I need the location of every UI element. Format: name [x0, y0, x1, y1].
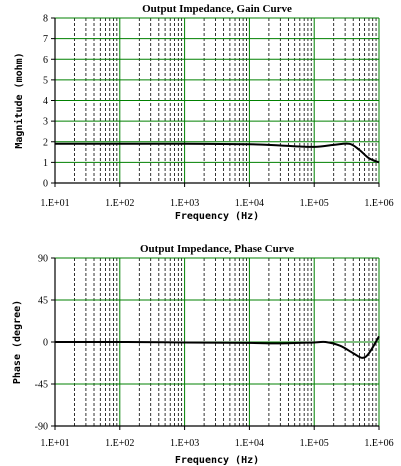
x-axis-label: Frequency (Hz) [175, 211, 259, 222]
y-tick-label: 90 [38, 254, 48, 265]
y-tick-label: 2 [43, 137, 48, 148]
y-tick-label: 5 [43, 75, 48, 86]
y-tick-label: 7 [43, 34, 48, 45]
y-tick-label: 0 [43, 179, 48, 190]
chart-title: Output Impedance, Gain Curve [142, 3, 292, 15]
x-tick-label: 1.E+02 [105, 438, 134, 449]
y-axis-label: Phase (degree) [12, 300, 23, 384]
series-line-1 [54, 335, 380, 359]
y-axis-label: Magnitude (mohm) [13, 52, 25, 148]
x-tick-label: 1.E+05 [300, 198, 329, 209]
y-tick-label: -90 [35, 422, 48, 433]
x-tick-label: 1.E+03 [170, 198, 199, 209]
y-tick-label: 8 [43, 14, 48, 25]
chart-title: Output Impedance, Phase Curve [140, 243, 294, 255]
x-tick-label: 1.E+05 [300, 438, 329, 449]
y-tick-label: 3 [43, 117, 48, 128]
x-tick-label: 1.E+01 [40, 438, 69, 449]
x-tick-label: 1.E+06 [364, 198, 393, 209]
x-tick-label: 1.E+01 [40, 198, 69, 209]
chart-1: 0 1 2 3 4 5 6 7 8 1.E+01 1.E+02 1.E+03 1.E+04 1.E+05 1… [13, 3, 394, 222]
y-tick-label: 1 [43, 158, 48, 169]
y-tick-label: 45 [38, 296, 48, 307]
chart-2: -90 -45 0 45 90 1.E+01 1.E+02 1.E+03 1.E+04 1.E+0… [12, 243, 394, 466]
x-tick-label: 1.E+06 [364, 438, 393, 449]
y-tick-label: 0 [43, 338, 48, 349]
x-tick-label: 1.E+02 [105, 198, 134, 209]
y-tick-label: -45 [35, 380, 48, 391]
x-tick-label: 1.E+03 [170, 438, 199, 449]
y-tick-label: 6 [43, 55, 48, 66]
y-tick-label: 4 [43, 96, 48, 107]
x-tick-label: 1.E+04 [235, 438, 264, 449]
series-line-1 [54, 142, 380, 164]
x-axis-label: Frequency (Hz) [175, 455, 259, 466]
x-tick-label: 1.E+04 [235, 198, 264, 209]
